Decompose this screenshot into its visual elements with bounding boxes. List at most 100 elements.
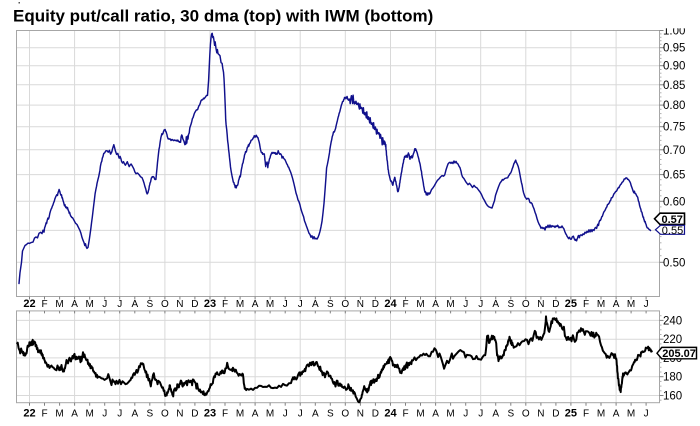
svg-text:M: M: [236, 299, 244, 310]
svg-text:M: M: [597, 299, 605, 310]
svg-text:A: A: [71, 409, 78, 420]
svg-text:F: F: [583, 299, 589, 310]
svg-text:O: O: [161, 299, 169, 310]
svg-text:D: D: [191, 409, 198, 420]
svg-text:M: M: [416, 299, 424, 310]
svg-text:Equity put/call ratio, 30 dma: Equity put/call ratio, 30 dma (top) with…: [13, 7, 433, 26]
svg-text:J: J: [478, 299, 483, 310]
svg-text:N: N: [176, 299, 183, 310]
svg-text:0.60: 0.60: [663, 196, 685, 208]
svg-text:A: A: [252, 299, 259, 310]
svg-text:S: S: [146, 299, 153, 310]
svg-text:23: 23: [204, 298, 216, 310]
svg-text:M: M: [86, 299, 94, 310]
svg-text:M: M: [416, 409, 424, 420]
svg-text:D: D: [552, 409, 559, 420]
svg-text:D: D: [372, 409, 379, 420]
svg-text:M: M: [236, 409, 244, 420]
svg-text:S: S: [146, 409, 153, 420]
svg-text:A: A: [432, 409, 439, 420]
svg-text:A: A: [613, 299, 620, 310]
svg-text:O: O: [522, 299, 530, 310]
svg-text:M: M: [86, 409, 94, 420]
svg-text:M: M: [446, 299, 454, 310]
svg-text:M: M: [55, 299, 63, 310]
svg-text:N: N: [357, 409, 364, 420]
svg-text:J: J: [102, 299, 107, 310]
svg-text:205.07: 205.07: [662, 348, 696, 360]
svg-text:A: A: [613, 409, 620, 420]
svg-text:22: 22: [23, 298, 35, 310]
svg-text:F: F: [402, 409, 408, 420]
svg-text:N: N: [357, 299, 364, 310]
svg-text:24: 24: [384, 408, 397, 420]
svg-text:1.00: 1.00: [663, 26, 685, 38]
svg-text:M: M: [627, 299, 635, 310]
svg-text:M: M: [627, 409, 635, 420]
svg-text:J: J: [283, 409, 288, 420]
svg-text:S: S: [507, 299, 514, 310]
svg-text:N: N: [176, 409, 183, 420]
svg-text:A: A: [312, 409, 319, 420]
svg-text:J: J: [117, 409, 122, 420]
svg-text:25: 25: [565, 408, 577, 420]
svg-text:M: M: [597, 409, 605, 420]
svg-text:A: A: [131, 299, 138, 310]
svg-text:S: S: [327, 409, 334, 420]
svg-text:0.95: 0.95: [663, 43, 685, 55]
svg-text:160: 160: [663, 391, 682, 403]
svg-text:F: F: [222, 299, 228, 310]
svg-text:0.80: 0.80: [663, 100, 685, 112]
svg-text:M: M: [446, 409, 454, 420]
svg-text:J: J: [478, 409, 483, 420]
svg-text:J: J: [463, 409, 468, 420]
svg-text:M: M: [266, 299, 274, 310]
svg-text:J: J: [102, 409, 107, 420]
svg-text:N: N: [537, 409, 544, 420]
svg-text:0.70: 0.70: [663, 145, 685, 157]
svg-text:J: J: [117, 299, 122, 310]
svg-text:F: F: [222, 409, 228, 420]
svg-text:F: F: [41, 409, 47, 420]
svg-text:0.55: 0.55: [662, 225, 683, 237]
svg-text:A: A: [71, 299, 78, 310]
svg-text:23: 23: [204, 408, 216, 420]
svg-text:N: N: [537, 299, 544, 310]
svg-text:M: M: [266, 409, 274, 420]
svg-text:0.85: 0.85: [663, 80, 685, 92]
svg-text:O: O: [522, 409, 530, 420]
svg-text:0.75: 0.75: [663, 122, 685, 134]
svg-text:A: A: [492, 409, 499, 420]
svg-text:D: D: [372, 299, 379, 310]
svg-text:240: 240: [663, 315, 682, 327]
svg-text:A: A: [432, 299, 439, 310]
svg-text:J: J: [298, 299, 303, 310]
svg-text:J: J: [644, 299, 649, 310]
svg-text:220: 220: [663, 334, 682, 346]
svg-text:F: F: [41, 299, 47, 310]
svg-text:180: 180: [663, 372, 682, 384]
svg-text:A: A: [131, 409, 138, 420]
svg-text:A: A: [252, 409, 259, 420]
svg-text:J: J: [463, 299, 468, 310]
svg-text:J: J: [644, 409, 649, 420]
svg-text:J: J: [283, 299, 288, 310]
svg-text:O: O: [341, 409, 349, 420]
svg-text:0.50: 0.50: [663, 257, 685, 269]
svg-text:0.57: 0.57: [661, 214, 682, 226]
svg-text:S: S: [327, 299, 334, 310]
svg-text:S: S: [507, 409, 514, 420]
svg-text:D: D: [191, 299, 198, 310]
svg-text:0.65: 0.65: [663, 170, 685, 182]
svg-text:22: 22: [23, 408, 35, 420]
svg-text:24: 24: [384, 298, 397, 310]
svg-text:F: F: [402, 299, 408, 310]
svg-text:J: J: [298, 409, 303, 420]
svg-text:F: F: [583, 409, 589, 420]
svg-text:0.90: 0.90: [663, 61, 685, 73]
svg-text:A: A: [492, 299, 499, 310]
svg-text:O: O: [161, 409, 169, 420]
svg-text:D: D: [552, 299, 559, 310]
svg-text:M: M: [55, 409, 63, 420]
svg-text:O: O: [341, 299, 349, 310]
